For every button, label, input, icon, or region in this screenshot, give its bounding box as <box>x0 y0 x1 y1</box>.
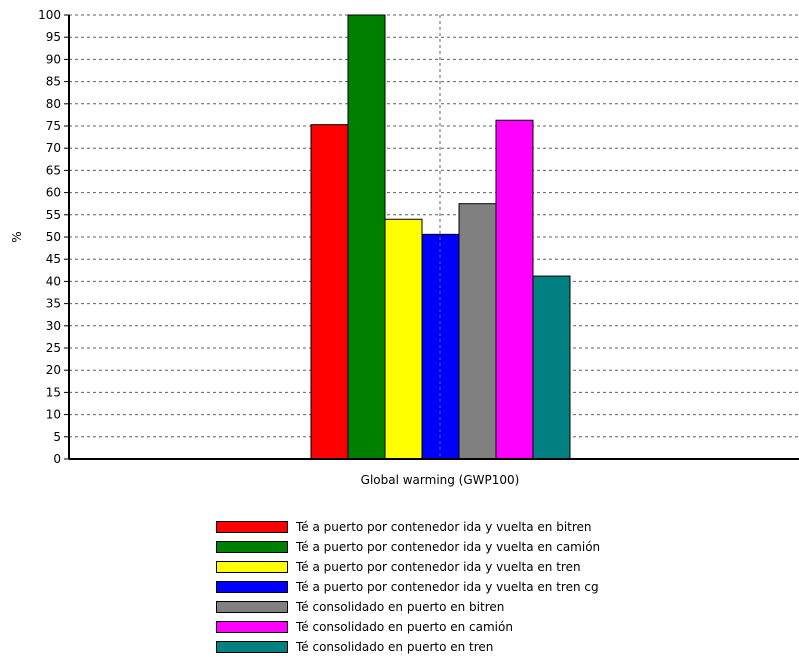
y-tick-label: 55 <box>46 208 61 222</box>
legend-swatch <box>216 641 288 653</box>
legend-label: Té consolidado en puerto en camión <box>296 620 513 634</box>
bar <box>310 124 349 460</box>
legend-swatch <box>216 561 288 573</box>
legend-swatch <box>216 541 288 553</box>
legend-label: Té consolidado en puerto en bitren <box>296 600 505 614</box>
y-tick-label: 10 <box>46 408 61 422</box>
legend-swatch <box>216 601 288 613</box>
y-tick-label: 15 <box>46 385 61 399</box>
legend-swatch <box>216 521 288 533</box>
legend-swatch <box>216 581 288 593</box>
y-tick-label: 5 <box>53 430 61 444</box>
y-tick-label: 75 <box>46 119 61 133</box>
y-tick-label: 20 <box>46 363 61 377</box>
legend-item: Té a puerto por contenedor ida y vuelta … <box>216 557 600 577</box>
y-tick-label: 25 <box>46 341 61 355</box>
y-tick-label: 85 <box>46 75 61 89</box>
legend-item: Té a puerto por contenedor ida y vuelta … <box>216 537 600 557</box>
bar <box>458 203 497 460</box>
legend-label: Té a puerto por contenedor ida y vuelta … <box>296 540 601 554</box>
bar <box>384 218 423 460</box>
y-tick-label: 90 <box>46 52 61 66</box>
legend-label: Té a puerto por contenedor ida y vuelta … <box>296 580 599 594</box>
legend-label: Té consolidado en puerto en tren <box>296 640 494 654</box>
bar-chart: 0 5 10 15 20 25 30 35 40 45 50 55 60 65 70 75 80 85 90 95 10… <box>10 8 799 487</box>
y-axis-label: % <box>10 231 24 242</box>
y-tick-label: 95 <box>46 30 61 44</box>
bar <box>532 275 571 460</box>
y-tick-label: 30 <box>46 319 61 333</box>
legend-item: Té consolidado en puerto en tren <box>216 637 600 657</box>
legend: Té a puerto por contenedor ida y vuelta … <box>216 517 600 657</box>
y-tick-label: 80 <box>46 97 61 111</box>
y-tick-label: 35 <box>46 297 61 311</box>
y-axis-ticks: 0 5 10 15 20 25 30 35 40 45 50 55 60 65 70 75 80 85 90 95 10… <box>38 8 69 466</box>
y-tick-label: 70 <box>46 141 61 155</box>
legend-label: Té a puerto por contenedor ida y vuelta … <box>296 560 581 574</box>
legend-item: Té consolidado en puerto en bitren <box>216 597 600 617</box>
legend-swatch <box>216 621 288 633</box>
y-tick-label: 0 <box>53 452 61 466</box>
y-tick-label: 100 <box>38 8 61 22</box>
y-tick-label: 45 <box>46 252 61 266</box>
x-category-label: Global warming (GWP100) <box>361 473 520 487</box>
bar <box>421 233 460 460</box>
bar <box>495 119 534 460</box>
legend-item: Té a puerto por contenedor ida y vuelta … <box>216 517 600 537</box>
grid-lines <box>69 14 799 438</box>
y-tick-label: 50 <box>46 230 61 244</box>
y-tick-label: 40 <box>46 274 61 288</box>
legend-label: Té a puerto por contenedor ida y vuelta … <box>296 520 592 534</box>
y-tick-label: 65 <box>46 163 61 177</box>
legend-item: Té consolidado en puerto en camión <box>216 617 600 637</box>
y-tick-label: 60 <box>46 186 61 200</box>
bar <box>347 14 386 460</box>
legend-item: Té a puerto por contenedor ida y vuelta … <box>216 577 600 597</box>
